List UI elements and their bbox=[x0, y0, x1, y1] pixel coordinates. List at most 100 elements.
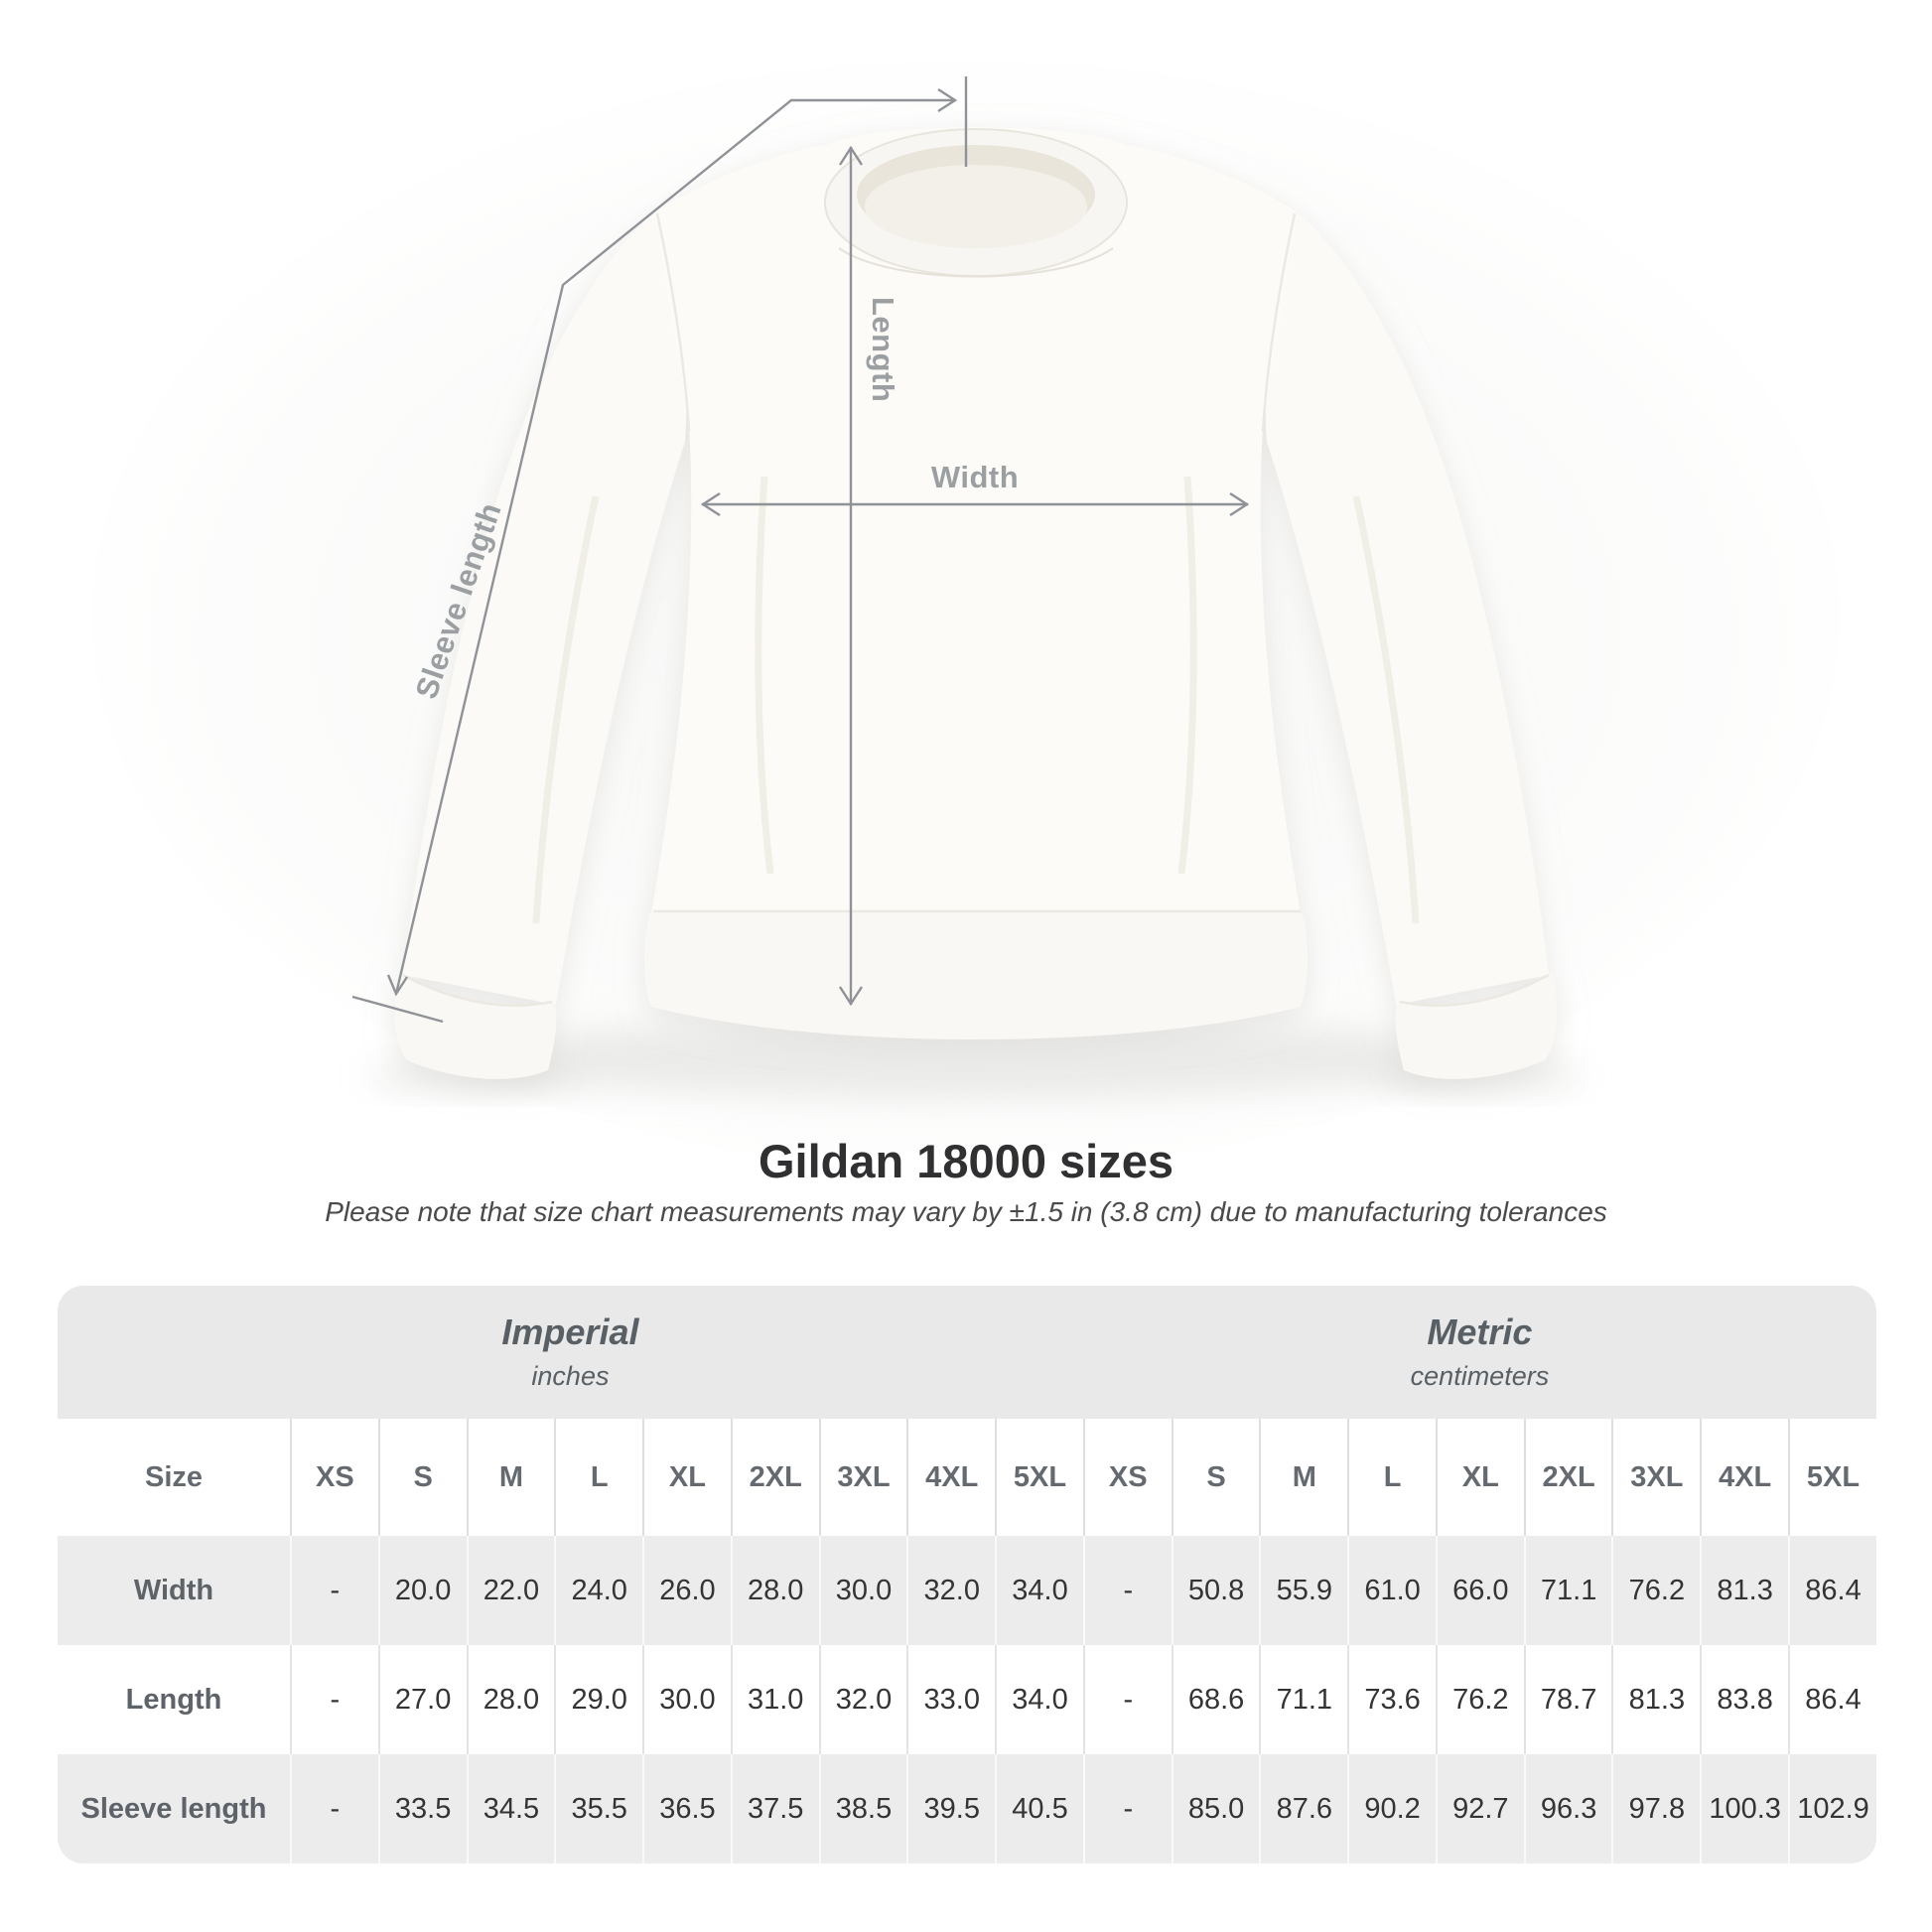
size-value-cell: - bbox=[290, 1645, 378, 1754]
size-column-header: L bbox=[1347, 1419, 1436, 1536]
size-value-cell: 55.9 bbox=[1259, 1536, 1348, 1645]
sleeve-arrow-right-icon bbox=[937, 87, 958, 113]
table-row-sleeve-length: Sleeve length - 33.5 34.5 35.5 36.5 37.5… bbox=[58, 1754, 1876, 1863]
size-value-cell: - bbox=[1082, 1754, 1172, 1863]
size-value-cell: 28.0 bbox=[730, 1536, 819, 1645]
size-column-header: M bbox=[466, 1419, 555, 1536]
size-table-container: Imperial inches Metric centimeters Size … bbox=[58, 1286, 1876, 1863]
metric-label: Metric bbox=[1427, 1311, 1533, 1353]
size-column-header: 4XL bbox=[1700, 1419, 1789, 1536]
size-value-cell: - bbox=[1082, 1536, 1172, 1645]
size-value-cell: 97.8 bbox=[1611, 1754, 1701, 1863]
size-value-cell: - bbox=[1082, 1645, 1172, 1754]
imperial-label: Imperial bbox=[501, 1311, 639, 1353]
size-column-header: XL bbox=[642, 1419, 731, 1536]
width-arrow-left-icon bbox=[700, 491, 721, 517]
size-value-cell: 39.5 bbox=[906, 1754, 996, 1863]
product-figure: Width Length Sleeve length bbox=[92, 60, 1840, 1152]
size-value-cell: 35.5 bbox=[554, 1754, 643, 1863]
size-value-cell: 71.1 bbox=[1259, 1645, 1348, 1754]
unit-section-row: Imperial inches Metric centimeters bbox=[58, 1286, 1876, 1419]
length-arrow-up-icon bbox=[838, 145, 864, 166]
row-label: Width bbox=[58, 1536, 290, 1645]
length-dimension-label: Length bbox=[866, 297, 900, 402]
metric-unit-label: centimeters bbox=[1410, 1360, 1550, 1391]
size-value-cell: 36.5 bbox=[642, 1754, 731, 1863]
size-header: Size bbox=[58, 1419, 290, 1536]
size-column-header: S bbox=[377, 1419, 467, 1536]
size-column-header: 5XL bbox=[995, 1419, 1083, 1536]
row-label: Length bbox=[58, 1645, 290, 1754]
size-value-cell: 30.0 bbox=[642, 1645, 731, 1754]
table-row-length: Length - 27.0 28.0 29.0 30.0 31.0 32.0 3… bbox=[58, 1645, 1876, 1754]
size-column-header: 3XL bbox=[818, 1419, 907, 1536]
length-arrow-down-icon bbox=[838, 986, 864, 1007]
size-value-cell: 32.0 bbox=[818, 1645, 907, 1754]
size-column-header: L bbox=[554, 1419, 643, 1536]
size-column-header: M bbox=[1259, 1419, 1348, 1536]
size-value-cell: 40.5 bbox=[995, 1754, 1083, 1863]
right-sleeve bbox=[1265, 210, 1549, 1005]
size-value-cell: 71.1 bbox=[1523, 1536, 1612, 1645]
size-value-cell: 85.0 bbox=[1171, 1754, 1260, 1863]
imperial-unit-label: inches bbox=[531, 1360, 610, 1391]
size-value-cell: 66.0 bbox=[1435, 1536, 1524, 1645]
size-value-cell: 76.2 bbox=[1435, 1645, 1524, 1754]
size-value-cell: 102.9 bbox=[1788, 1754, 1876, 1863]
size-value-cell: 33.5 bbox=[377, 1754, 467, 1863]
row-label: Sleeve length bbox=[58, 1754, 290, 1863]
right-cuff bbox=[1395, 973, 1558, 1079]
size-header-row: Size XS S M L XL 2XL 3XL 4XL 5XL XS S M … bbox=[58, 1419, 1876, 1536]
measurement-lines bbox=[351, 76, 1250, 1024]
size-value-cell: 78.7 bbox=[1523, 1645, 1612, 1754]
size-column-header: 3XL bbox=[1611, 1419, 1701, 1536]
size-column-header: 2XL bbox=[730, 1419, 819, 1536]
size-value-cell: 83.8 bbox=[1700, 1645, 1789, 1754]
size-value-cell: 28.0 bbox=[466, 1645, 555, 1754]
size-value-cell: 81.3 bbox=[1700, 1536, 1789, 1645]
seam-lines bbox=[402, 212, 1550, 1008]
size-column-header: 4XL bbox=[906, 1419, 996, 1536]
body-panel bbox=[651, 127, 1301, 915]
size-value-cell: - bbox=[290, 1754, 378, 1863]
size-value-cell: 27.0 bbox=[377, 1645, 467, 1754]
size-value-cell: 32.0 bbox=[906, 1536, 996, 1645]
sweatshirt-illustration bbox=[394, 127, 1558, 1079]
fabric-folds bbox=[532, 476, 1420, 924]
size-value-cell: 90.2 bbox=[1347, 1754, 1436, 1863]
size-value-cell: 87.6 bbox=[1259, 1754, 1348, 1863]
size-column-header: 2XL bbox=[1523, 1419, 1612, 1536]
size-value-cell: 26.0 bbox=[642, 1536, 731, 1645]
table-row-width: Width - 20.0 22.0 24.0 26.0 28.0 30.0 32… bbox=[58, 1536, 1876, 1645]
size-value-cell: 73.6 bbox=[1347, 1645, 1436, 1754]
size-value-cell: 34.0 bbox=[995, 1536, 1083, 1645]
sleeve-end-tick bbox=[351, 995, 444, 1024]
size-value-cell: 100.3 bbox=[1700, 1754, 1789, 1863]
size-value-cell: 33.0 bbox=[906, 1645, 996, 1754]
imperial-section-header: Imperial inches bbox=[58, 1286, 1083, 1419]
size-value-cell: 34.0 bbox=[995, 1645, 1083, 1754]
size-value-cell: 92.7 bbox=[1435, 1754, 1524, 1863]
size-value-cell: 86.4 bbox=[1788, 1536, 1876, 1645]
size-value-cell: 50.8 bbox=[1171, 1536, 1260, 1645]
size-column-header: 5XL bbox=[1788, 1419, 1876, 1536]
size-value-cell: 37.5 bbox=[730, 1754, 819, 1863]
size-value-cell: 22.0 bbox=[466, 1536, 555, 1645]
size-value-cell: 61.0 bbox=[1347, 1536, 1436, 1645]
size-value-cell: 29.0 bbox=[554, 1645, 643, 1754]
width-arrow-right-icon bbox=[1229, 491, 1250, 517]
size-value-cell: 68.6 bbox=[1171, 1645, 1260, 1754]
width-dimension-label: Width bbox=[931, 460, 1019, 494]
size-value-cell: - bbox=[290, 1536, 378, 1645]
size-column-header: S bbox=[1171, 1419, 1260, 1536]
metric-section-header: Metric centimeters bbox=[1082, 1286, 1876, 1419]
collar bbox=[824, 128, 1128, 278]
size-value-cell: 76.2 bbox=[1611, 1536, 1701, 1645]
size-column-header: XS bbox=[1082, 1419, 1172, 1536]
sleeve-arrow-end-icon bbox=[386, 974, 409, 997]
left-sleeve bbox=[403, 210, 687, 1005]
waistband bbox=[643, 913, 1309, 1039]
left-cuff bbox=[394, 973, 557, 1079]
size-value-cell: 30.0 bbox=[818, 1536, 907, 1645]
